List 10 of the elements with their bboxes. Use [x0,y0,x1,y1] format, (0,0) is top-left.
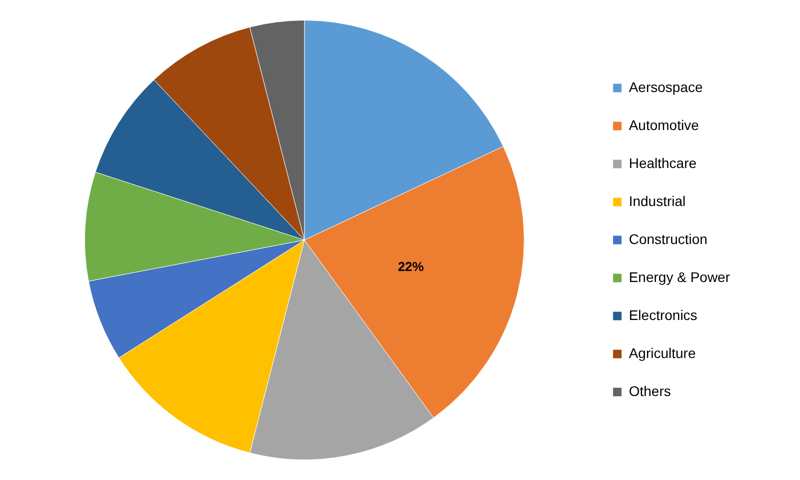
legend-label: Energy & Power [628,268,730,285]
legend-label: Healthcare [628,154,697,171]
legend-label: Construction [628,230,708,247]
legend-label: Others [628,382,671,399]
legend-label: Aersospace [628,78,703,95]
legend-label: Automotive [628,116,700,133]
legend-label: Electronics [628,306,698,323]
legend-label: Agriculture [628,344,696,361]
data-label: 22% [398,258,424,274]
legend-label: Industrial [628,192,686,209]
